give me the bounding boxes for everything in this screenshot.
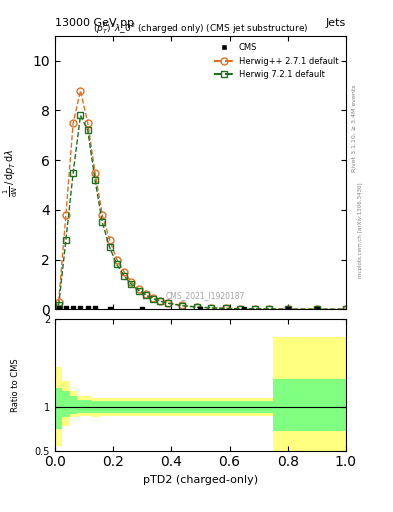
Herwig 7.2.1 default	[107, 244, 112, 250]
Herwig 7.2.1 default	[85, 127, 90, 133]
Herwig++ 2.7.1 default	[143, 291, 148, 297]
Herwig 7.2.1 default	[93, 177, 97, 183]
Herwig 7.2.1 default	[209, 305, 214, 311]
Y-axis label: Ratio to CMS: Ratio to CMS	[11, 358, 20, 412]
Herwig 7.2.1 default	[114, 262, 119, 268]
Herwig++ 2.7.1 default	[314, 306, 319, 312]
Line: Herwig 7.2.1 default: Herwig 7.2.1 default	[55, 112, 349, 313]
Herwig++ 2.7.1 default	[114, 257, 119, 263]
CMS	[92, 304, 98, 312]
Herwig++ 2.7.1 default	[195, 304, 199, 310]
Herwig 7.2.1 default	[78, 112, 83, 118]
Herwig 7.2.1 default	[158, 298, 163, 304]
Herwig 7.2.1 default	[71, 169, 75, 176]
Text: Jets: Jets	[325, 18, 346, 28]
Herwig++ 2.7.1 default	[180, 303, 185, 309]
Herwig++ 2.7.1 default	[107, 237, 112, 243]
Text: 13000 GeV pp: 13000 GeV pp	[55, 18, 134, 28]
Herwig++ 2.7.1 default	[224, 305, 228, 311]
Herwig++ 2.7.1 default	[85, 120, 90, 126]
Herwig 7.2.1 default	[136, 288, 141, 294]
CMS	[70, 304, 76, 312]
Herwig 7.2.1 default	[100, 219, 105, 225]
Herwig++ 2.7.1 default	[285, 306, 290, 312]
CMS	[139, 305, 145, 313]
Herwig 7.2.1 default	[314, 306, 319, 312]
Herwig++ 2.7.1 default	[129, 279, 134, 285]
Title: $(p_T^P)^2\lambda\_0^2$ (charged only) (CMS jet substructure): $(p_T^P)^2\lambda\_0^2$ (charged only) (…	[93, 21, 308, 36]
Herwig++ 2.7.1 default	[158, 297, 163, 304]
CMS	[314, 305, 320, 313]
Herwig++ 2.7.1 default	[165, 300, 170, 306]
Herwig 7.2.1 default	[253, 306, 257, 312]
Herwig 7.2.1 default	[224, 305, 228, 311]
Herwig 7.2.1 default	[238, 306, 243, 312]
CMS	[55, 304, 62, 312]
CMS	[241, 305, 247, 313]
Herwig++ 2.7.1 default	[122, 269, 127, 275]
X-axis label: pTD2 (charged-only): pTD2 (charged-only)	[143, 475, 258, 485]
Text: mcplots.cern.ch [arXiv:1306.3436]: mcplots.cern.ch [arXiv:1306.3436]	[358, 183, 363, 278]
CMS	[107, 305, 113, 313]
Herwig 7.2.1 default	[143, 292, 148, 298]
Herwig++ 2.7.1 default	[253, 306, 257, 312]
CMS	[84, 304, 91, 312]
Herwig++ 2.7.1 default	[78, 88, 83, 94]
Herwig++ 2.7.1 default	[238, 306, 243, 312]
Herwig++ 2.7.1 default	[56, 298, 61, 305]
Herwig++ 2.7.1 default	[64, 211, 68, 218]
Herwig 7.2.1 default	[285, 306, 290, 312]
Herwig 7.2.1 default	[129, 281, 134, 287]
CMS	[285, 305, 291, 313]
CMS	[197, 305, 204, 313]
Herwig 7.2.1 default	[180, 303, 185, 309]
Herwig 7.2.1 default	[267, 306, 272, 312]
Herwig 7.2.1 default	[56, 303, 61, 309]
Herwig++ 2.7.1 default	[93, 169, 97, 176]
CMS	[63, 304, 69, 312]
Herwig++ 2.7.1 default	[267, 306, 272, 312]
CMS	[77, 304, 84, 312]
Herwig 7.2.1 default	[165, 300, 170, 306]
Herwig 7.2.1 default	[151, 296, 156, 302]
Herwig++ 2.7.1 default	[100, 211, 105, 218]
Herwig++ 2.7.1 default	[209, 305, 214, 311]
Legend: CMS, Herwig++ 2.7.1 default, Herwig 7.2.1 default: CMS, Herwig++ 2.7.1 default, Herwig 7.2.…	[210, 40, 342, 82]
Herwig 7.2.1 default	[195, 304, 199, 310]
Text: CMS_2021_I1920187: CMS_2021_I1920187	[165, 291, 245, 300]
Herwig++ 2.7.1 default	[71, 120, 75, 126]
Y-axis label: $\frac{1}{\mathrm{d}N}\,/\,\mathrm{d}p_T\,\mathrm{d}\lambda$: $\frac{1}{\mathrm{d}N}\,/\,\mathrm{d}p_T…	[2, 148, 20, 197]
Herwig 7.2.1 default	[343, 306, 348, 312]
Text: Rivet 3.1.10, ≥ 3.4M events: Rivet 3.1.10, ≥ 3.4M events	[352, 84, 357, 172]
Herwig 7.2.1 default	[64, 237, 68, 243]
Herwig++ 2.7.1 default	[343, 306, 348, 312]
Herwig++ 2.7.1 default	[151, 295, 156, 301]
Herwig 7.2.1 default	[122, 272, 127, 279]
Herwig++ 2.7.1 default	[136, 286, 141, 292]
Line: Herwig++ 2.7.1 default: Herwig++ 2.7.1 default	[55, 87, 349, 313]
